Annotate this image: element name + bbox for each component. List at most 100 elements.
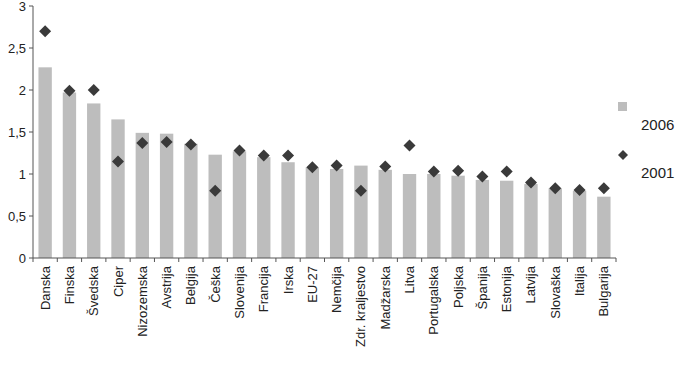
x-tick-label: Bulgarija: [596, 265, 611, 316]
point: [88, 84, 100, 96]
bar: [573, 191, 586, 258]
x-tick: [178, 258, 179, 262]
y-tick-label: 0: [19, 251, 26, 266]
x-tick-label: Madžarska: [378, 265, 393, 329]
y-tick-label: 3: [19, 0, 26, 14]
x-tick: [203, 258, 204, 262]
bar: [184, 144, 197, 258]
y-tick-label: 0,5: [8, 209, 26, 224]
x-tick-label: Nizozemska: [135, 265, 150, 337]
bar: [38, 67, 51, 258]
x-tick: [300, 258, 301, 262]
y-tick-label: 1: [19, 167, 26, 182]
x-tick-label: Avstrija: [159, 265, 174, 308]
bar: [87, 103, 100, 258]
x-tick-label: Italija: [572, 265, 587, 296]
point: [574, 184, 586, 196]
point: [549, 182, 561, 194]
y-tick: [29, 174, 33, 175]
point: [379, 160, 391, 172]
x-tick: [567, 258, 568, 262]
bar: [281, 162, 294, 258]
x-tick-label: Slovaška: [548, 265, 563, 319]
point: [598, 182, 610, 194]
bar: [330, 169, 343, 258]
bar: [379, 170, 392, 258]
point: [428, 165, 440, 177]
y-axis: [33, 6, 34, 258]
y-tick: [29, 258, 33, 259]
marks: [38, 25, 610, 258]
bar: [257, 157, 270, 258]
x-tick: [251, 258, 252, 262]
y-tick: [29, 90, 33, 91]
x-tick-label: Francija: [256, 265, 271, 312]
point: [185, 139, 197, 151]
chart: 0 0,5 1 1,5 2 2,5 3 Danska Finska Švedska Ciper Niz…: [0, 0, 680, 384]
x-tick-label: Češka: [208, 265, 223, 303]
bar: [549, 188, 562, 258]
y-tick-label: 1,5: [8, 125, 26, 140]
bar: [476, 180, 489, 258]
x-tick: [130, 258, 131, 262]
point: [282, 150, 294, 162]
x-tick: [154, 258, 155, 262]
point: [404, 139, 416, 151]
x-tick-label: Finska: [62, 265, 77, 304]
legend-swatch: [618, 102, 627, 111]
x-tick: [227, 258, 228, 262]
y-tick-label: 2,5: [8, 41, 26, 56]
x-tick-label: Zdr. kraljestvo: [353, 266, 368, 347]
point: [525, 176, 537, 188]
x-tick: [543, 258, 544, 262]
point: [476, 171, 488, 183]
x-tick: [445, 258, 446, 262]
bar: [403, 174, 416, 258]
bar: [111, 119, 124, 258]
x-tick: [57, 258, 58, 262]
x-tick: [397, 258, 398, 262]
x-tick-label: Ciper: [111, 265, 126, 297]
x-tick-label: Latvija: [523, 265, 538, 303]
bar: [136, 133, 149, 258]
bar: [63, 93, 76, 258]
x-tick-label: Poljska: [451, 265, 466, 308]
point: [161, 136, 173, 148]
y-tick: [29, 132, 33, 133]
point: [501, 165, 513, 177]
x-tick-label: Belgija: [183, 265, 198, 305]
bar: [451, 176, 464, 258]
x-tick-label: Portugalska: [426, 265, 441, 334]
x-tick-label: Irska: [281, 265, 296, 294]
x-tick: [591, 258, 592, 262]
x-tick: [324, 258, 325, 262]
bar: [597, 197, 610, 258]
legend-label: 2001: [641, 164, 674, 181]
x-tick: [275, 258, 276, 262]
x-tick: [373, 258, 374, 262]
point: [331, 160, 343, 172]
y-tick-label: 2: [19, 83, 26, 98]
x-tick: [616, 258, 617, 262]
x-tick-label: Danska: [38, 265, 53, 310]
bar: [209, 155, 222, 258]
x-tick-label: Švedska: [86, 265, 101, 316]
x-tick-label: Nemčija: [329, 265, 344, 313]
x-tick: [470, 258, 471, 262]
bar: [233, 151, 246, 258]
y-tick: [29, 48, 33, 49]
point: [63, 85, 75, 97]
x-tick-label: Estonija: [499, 265, 514, 312]
point: [136, 137, 148, 149]
bar: [427, 174, 440, 258]
bar: [160, 134, 173, 258]
bar: [524, 184, 537, 258]
x-tick-label: EU-27: [305, 266, 320, 303]
bar: [354, 166, 367, 258]
y-tick: [29, 216, 33, 217]
bar: [500, 181, 513, 258]
x-tick: [81, 258, 82, 262]
point: [209, 185, 221, 197]
point: [306, 161, 318, 173]
x-tick: [105, 258, 106, 262]
